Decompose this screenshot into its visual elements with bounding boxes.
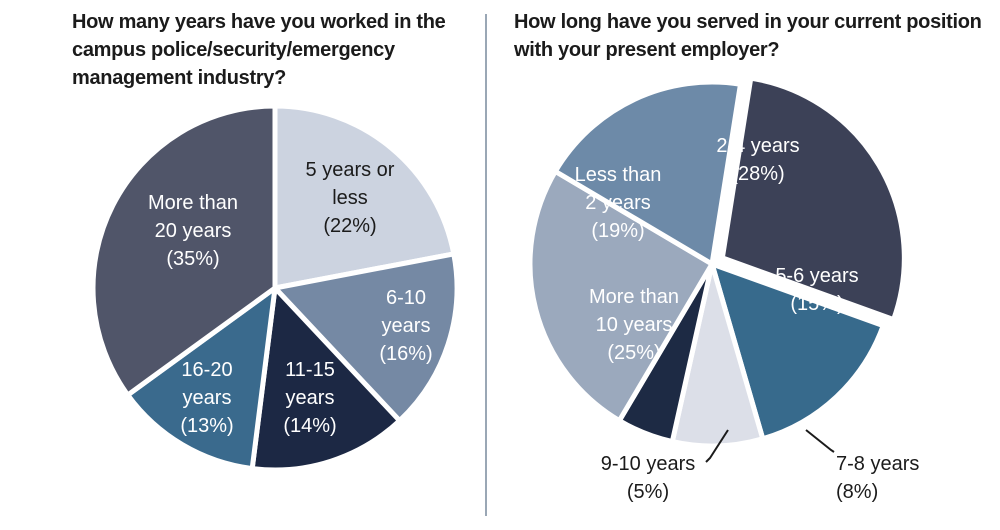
slice-label-7-8-years: 7-8 years (8%) <box>836 453 919 503</box>
slice-label-5-years-or-less: 5 years or less (22%) <box>306 159 395 237</box>
chart-title: How many years have you worked in the ca… <box>72 11 446 89</box>
panel-divider <box>485 14 487 516</box>
slice-label-more-than-10-years: More than 10 years (25%) <box>589 286 679 364</box>
pie-slice-6-10-years <box>272 251 460 424</box>
slice-label-6-10-years: 6-10 years (16%) <box>379 287 432 365</box>
slice-label-9-10-years: 9-10 years (5%) <box>601 453 696 503</box>
pie-chart-years-in-industry: 5 years or less (22%) 6-10 years (16%) 11-15 ye… <box>90 103 460 473</box>
chart-title: How long have you served in your current… <box>514 11 982 61</box>
slice-label-5-6-years: 5-6 years (15%) <box>775 265 858 315</box>
pie-slice-less-than-2-years <box>552 79 743 267</box>
chart-years-in-industry: How many years have you worked in the ca… <box>0 0 485 530</box>
pie-slice-5-years-or-less <box>272 103 457 291</box>
pie-slice-more-than-10-years <box>527 168 715 424</box>
pie-slice-2-4-years <box>719 75 907 323</box>
pie-slice-5-6-years <box>709 261 886 442</box>
pie-slice-more-than-20-years <box>90 103 278 398</box>
slice-label-16-20-years: 16-20 years (13%) <box>180 359 233 437</box>
pie-slice-11-15-years <box>249 285 403 473</box>
slice-label-less-than-2-years: Less than 2 years (19%) <box>575 164 662 242</box>
slice-label-more-than-20-years: More than 20 years (35%) <box>148 192 238 270</box>
leader-line-9-10-years <box>705 429 729 463</box>
pie-chart-current-position-tenure: 2-4 years (28%) 5-6 years (15%) 7-8 years (8%… <box>527 75 919 503</box>
leader-line-7-8-years <box>805 429 835 453</box>
chart-current-position-tenure: How long have you served in your current… <box>488 0 1000 530</box>
slice-label-2-4-years: 2-4 years (28%) <box>716 135 799 185</box>
slice-label-11-15-years: 11-15 years (14%) <box>283 359 336 437</box>
pie-slice-16-20-years <box>125 285 278 472</box>
